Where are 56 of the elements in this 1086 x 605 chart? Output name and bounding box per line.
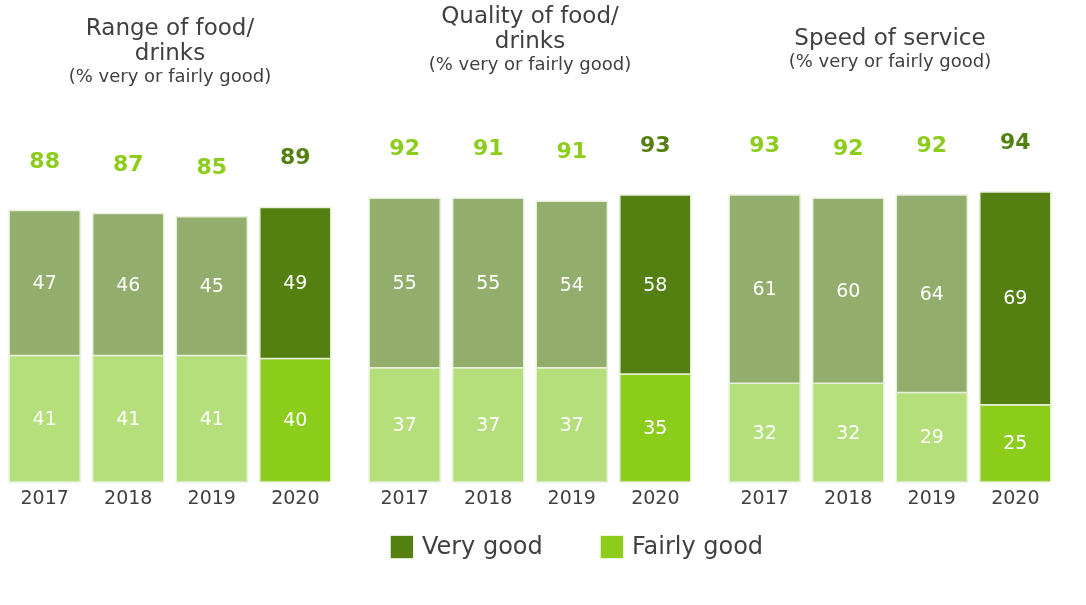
legend-label: Very good <box>421 532 543 560</box>
data-label: 29 <box>919 425 944 448</box>
data-label: 47 <box>32 271 57 294</box>
data-label: 61 <box>752 277 777 300</box>
data-label: 32 <box>836 420 861 443</box>
total-label: 92 <box>832 135 864 161</box>
data-label: 32 <box>752 420 777 443</box>
total-label: 94 <box>1000 129 1031 154</box>
data-label: 54 <box>559 272 584 295</box>
x-tick-label: 2017 <box>380 485 429 508</box>
data-label: 41 <box>32 406 57 429</box>
x-tick-label: 2020 <box>631 485 680 508</box>
x-tick-label: 2020 <box>271 485 320 508</box>
data-label: 25 <box>1003 431 1028 454</box>
total-label: 89 <box>280 144 311 170</box>
total-label: 92 <box>389 135 420 161</box>
chart-subtitle: (% very or fairly good) <box>428 53 632 75</box>
data-label: 49 <box>283 271 308 294</box>
x-tick-label: 2019 <box>547 485 596 508</box>
data-label: 41 <box>199 406 224 429</box>
x-tick-label: 2019 <box>187 485 236 508</box>
total-label: 92 <box>916 132 948 158</box>
data-label: 45 <box>199 274 224 297</box>
data-label: 46 <box>116 272 141 295</box>
x-tick-label: 2019 <box>907 485 956 508</box>
x-tick-label: 2017 <box>740 485 789 508</box>
data-label: 69 <box>1003 286 1028 309</box>
total-label: 91 <box>556 138 588 164</box>
x-tick-label: 2017 <box>20 485 69 508</box>
data-label: 58 <box>643 272 668 295</box>
data-label: 55 <box>476 271 501 294</box>
total-label: 87 <box>112 150 144 176</box>
data-label: 64 <box>919 281 944 304</box>
chart-title: Range of food/ drinks <box>85 14 255 66</box>
data-label: 37 <box>559 412 584 435</box>
total-label: 85 <box>196 153 228 179</box>
x-tick-label: 2018 <box>464 485 513 508</box>
total-label: 91 <box>472 135 504 161</box>
legend-label: Fairly good <box>631 532 764 560</box>
x-tick-label: 2018 <box>824 485 873 508</box>
data-label: 60 <box>836 278 861 301</box>
chart-subtitle: (% very or fairly good) <box>788 50 992 71</box>
data-label: 55 <box>392 271 417 294</box>
data-label: 40 <box>283 408 308 431</box>
data-label: 37 <box>392 412 417 435</box>
chart-title: Speed of service <box>794 24 986 50</box>
data-label: 37 <box>476 412 501 435</box>
x-tick-label: 2018 <box>104 485 153 508</box>
total-label: 93 <box>640 132 671 158</box>
data-label: 35 <box>643 416 668 439</box>
total-label: 93 <box>749 132 780 158</box>
data-label: 41 <box>116 406 141 429</box>
x-tick-label: 2020 <box>991 485 1040 508</box>
chart-title: Quality of food/ drinks <box>441 2 620 54</box>
total-label: 88 <box>29 147 60 173</box>
chart-subtitle: (% very or fairly good) <box>68 65 272 87</box>
